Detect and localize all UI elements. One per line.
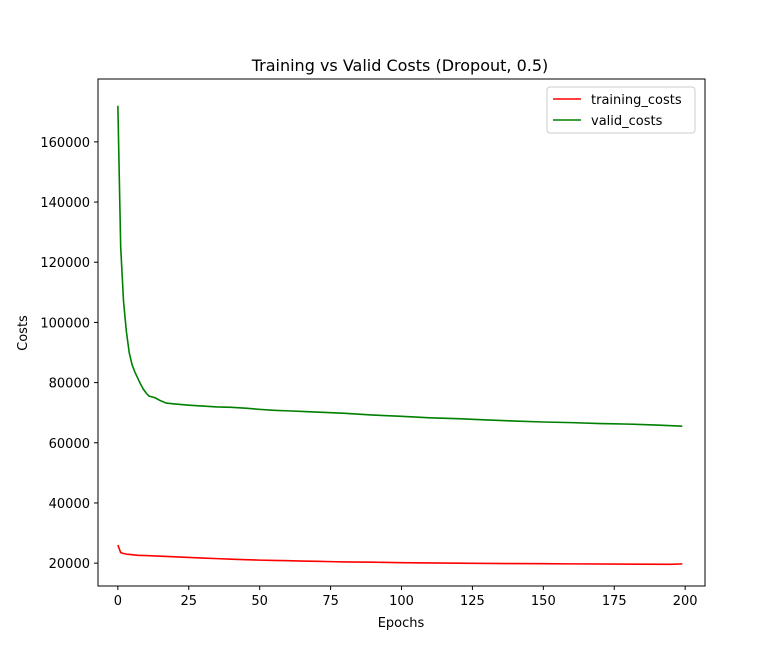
- x-tick-label: 0: [114, 594, 122, 609]
- x-tick-label: 25: [180, 594, 197, 609]
- y-tick-label: 40000: [49, 497, 90, 512]
- x-tick-label: 125: [460, 594, 485, 609]
- y-axis-label: Costs: [16, 315, 31, 351]
- x-tick-label: 75: [322, 594, 339, 609]
- legend-label-valid-costs: valid_costs: [591, 114, 663, 129]
- x-tick-label: 150: [531, 594, 556, 609]
- x-tick-label: 175: [602, 594, 627, 609]
- legend: training_costs valid_costs: [546, 86, 696, 134]
- legend-label-training-costs: training_costs: [591, 93, 682, 108]
- x-tick-label: 50: [251, 594, 268, 609]
- y-tick-label: 80000: [49, 377, 90, 392]
- x-axis-label: Epochs: [378, 616, 425, 631]
- y-tick-label: 60000: [49, 437, 90, 452]
- x-tick-label: 100: [389, 594, 414, 609]
- series-line-valid-costs: [117, 105, 683, 428]
- legend-box: [546, 86, 696, 134]
- y-tick-label: 140000: [40, 196, 90, 211]
- y-tick-label: 100000: [40, 316, 90, 331]
- x-axis-ticks: 0 25 50 75 100 125 150 175 200: [114, 586, 698, 609]
- chart-title: Training vs Valid Costs (Dropout, 0.5): [251, 56, 549, 75]
- plot-area: [117, 105, 683, 566]
- y-tick-label: 20000: [49, 557, 90, 572]
- y-tick-label: 120000: [40, 256, 90, 271]
- x-tick-label: 200: [673, 594, 698, 609]
- series-line-training-costs: [117, 544, 683, 566]
- axes-frame: [97, 78, 706, 587]
- y-tick-label: 160000: [40, 136, 90, 151]
- y-axis-ticks: 20000 40000 60000 80000 100000 120000 140000 16…: [40, 136, 98, 572]
